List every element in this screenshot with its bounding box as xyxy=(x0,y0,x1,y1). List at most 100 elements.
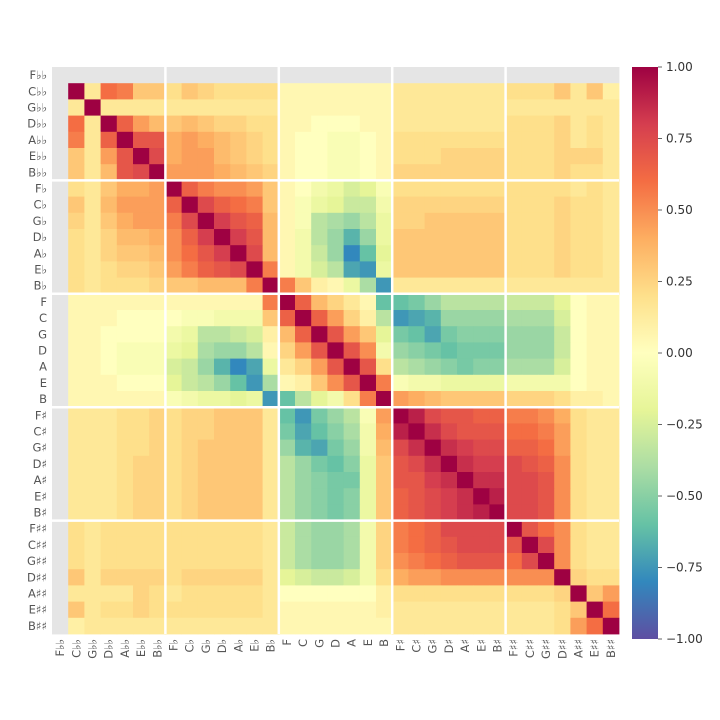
heatmap-cell xyxy=(278,277,296,295)
heatmap-cell xyxy=(246,617,263,635)
heatmap-cell xyxy=(246,374,263,392)
heatmap-cell xyxy=(392,115,409,133)
y-tick-label: G♭♭ xyxy=(27,101,47,115)
heatmap-cell xyxy=(278,131,296,149)
heatmap-cell xyxy=(68,164,85,181)
heatmap-cell xyxy=(538,148,555,165)
heatmap-cell xyxy=(408,504,425,521)
heatmap-cell xyxy=(554,212,571,230)
heatmap-cell xyxy=(149,277,166,295)
heatmap-cell xyxy=(602,455,620,473)
heatmap-cell xyxy=(343,504,361,521)
heatmap-cell xyxy=(278,115,296,133)
heatmap-cell xyxy=(521,569,539,586)
heatmap-cell xyxy=(311,423,328,440)
heatmap-cell xyxy=(214,536,231,554)
heatmap-cell xyxy=(84,439,101,457)
heatmap-cell xyxy=(327,131,344,149)
heatmap-cell xyxy=(343,536,361,554)
heatmap-cell xyxy=(392,504,409,521)
y-tick-label: E♭♭ xyxy=(29,149,47,163)
heatmap-cell xyxy=(84,553,101,570)
heatmap-cell xyxy=(554,115,571,133)
heatmap-cell xyxy=(473,67,490,84)
heatmap-cell xyxy=(278,472,296,489)
heatmap-cell xyxy=(262,196,280,214)
heatmap-cell xyxy=(181,180,199,197)
heatmap-cell xyxy=(505,520,523,538)
heatmap-cell xyxy=(440,504,458,521)
heatmap-cell xyxy=(570,196,587,214)
heatmap-cell xyxy=(489,374,506,392)
heatmap-cell xyxy=(262,148,280,165)
heatmap-cell xyxy=(181,293,199,311)
heatmap-cell xyxy=(440,439,458,457)
heatmap-cell xyxy=(165,504,182,521)
heatmap-cell xyxy=(327,553,344,570)
heatmap-cell xyxy=(327,391,344,408)
heatmap-cell xyxy=(133,536,150,554)
heatmap-cell xyxy=(278,520,296,538)
heatmap-cell xyxy=(84,115,101,133)
heatmap-cell xyxy=(473,423,490,440)
heatmap-cell xyxy=(457,148,474,165)
heatmap-cell xyxy=(570,310,587,327)
heatmap-cell xyxy=(246,585,263,602)
heatmap-cell xyxy=(149,374,166,392)
heatmap-cell xyxy=(149,310,166,327)
heatmap-cell xyxy=(52,310,69,327)
heatmap-cell xyxy=(246,520,263,538)
heatmap-cell xyxy=(521,180,539,197)
heatmap-cell xyxy=(570,439,587,457)
heatmap-cell xyxy=(149,585,166,602)
heatmap-cell xyxy=(570,520,587,538)
heatmap-cell xyxy=(538,115,555,133)
heatmap-cell xyxy=(262,261,280,278)
heatmap-cell xyxy=(165,261,182,278)
heatmap-cell xyxy=(197,164,215,181)
heatmap-cell xyxy=(505,212,523,230)
heatmap-cell xyxy=(602,245,620,262)
heatmap-cell xyxy=(359,423,377,440)
heatmap-cell xyxy=(295,536,312,554)
heatmap-cell xyxy=(262,310,280,327)
heatmap-cell xyxy=(278,423,296,440)
heatmap-cell xyxy=(68,472,85,489)
heatmap-cell xyxy=(359,488,377,505)
heatmap-cell xyxy=(100,423,118,440)
heatmap-cell xyxy=(505,358,523,376)
x-tick-label: F♯♯ xyxy=(507,639,521,657)
heatmap-cell xyxy=(278,245,296,262)
heatmap-cell xyxy=(440,131,458,149)
heatmap-cell xyxy=(52,342,69,359)
heatmap-cell xyxy=(586,131,604,149)
heatmap-cell xyxy=(343,83,361,100)
heatmap-cell xyxy=(197,455,215,473)
heatmap-cell xyxy=(311,374,328,392)
heatmap-cell xyxy=(424,601,442,619)
heatmap-cell xyxy=(554,455,571,473)
heatmap-cell xyxy=(473,212,490,230)
heatmap-cell xyxy=(149,196,166,214)
heatmap-cell xyxy=(246,310,263,327)
heatmap-cell xyxy=(181,391,199,408)
heatmap-cell xyxy=(327,83,344,100)
heatmap-cell xyxy=(230,277,247,295)
heatmap-cell xyxy=(505,196,523,214)
heatmap-cell xyxy=(505,67,523,84)
heatmap-cell xyxy=(214,99,231,116)
heatmap-cell xyxy=(116,439,134,457)
heatmap-cell xyxy=(100,601,118,619)
heatmap-cell xyxy=(457,601,474,619)
heatmap-cell xyxy=(489,196,506,214)
heatmap-cell xyxy=(295,99,312,116)
heatmap-cell xyxy=(570,601,587,619)
heatmap-cell xyxy=(424,229,442,246)
heatmap-cell xyxy=(165,569,182,586)
heatmap-cell xyxy=(133,617,150,635)
x-tick-label: A xyxy=(345,639,359,647)
heatmap-cell xyxy=(214,310,231,327)
heatmap-cell xyxy=(100,407,118,424)
heatmap-cell xyxy=(473,536,490,554)
heatmap-cell xyxy=(295,617,312,635)
